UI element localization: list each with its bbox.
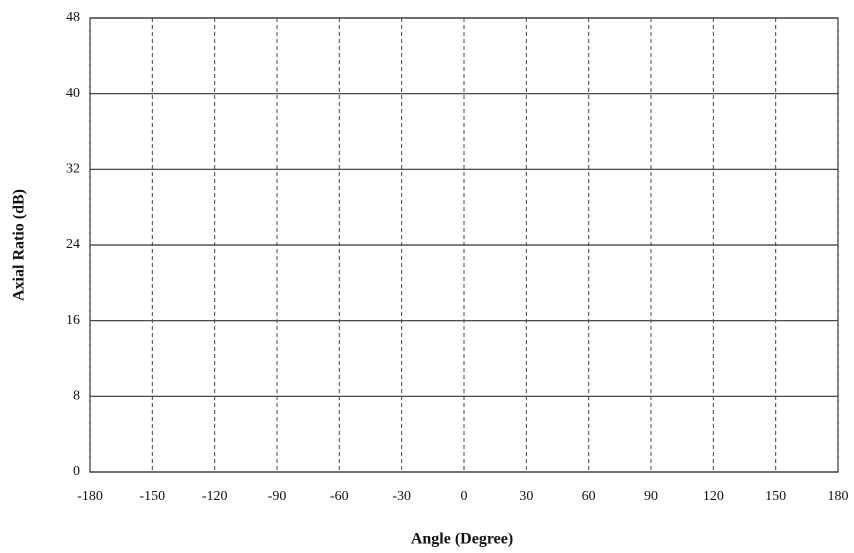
- x-tick-label: 120: [703, 489, 724, 504]
- x-tick-label: 30: [519, 489, 533, 504]
- x-tick-label: 180: [828, 489, 849, 504]
- y-tick-label: 32: [66, 162, 80, 177]
- y-tick-label: 24: [66, 237, 80, 252]
- y-tick-label: 8: [73, 389, 80, 404]
- x-tick-label: -90: [268, 489, 287, 504]
- x-tick-label: 150: [765, 489, 786, 504]
- x-tick-label: 60: [582, 489, 596, 504]
- x-tick-label: -30: [392, 489, 411, 504]
- y-axis-title: Axial Ratio (dB): [11, 189, 28, 301]
- x-tick-label: -120: [202, 489, 228, 504]
- y-tick-label: 40: [66, 86, 80, 101]
- x-tick-label: 90: [644, 489, 658, 504]
- x-tick-label: -60: [330, 489, 349, 504]
- x-axis-title: Angle (Degree): [411, 531, 513, 548]
- chart: Angle (Degree) Axial Ratio (dB) 0 8 16 24 32…: [0, 0, 854, 553]
- y-tick-label: 48: [66, 10, 80, 25]
- y-tick-label: 0: [73, 464, 80, 479]
- x-tick-label: -150: [139, 489, 165, 504]
- y-tick-label: 16: [66, 313, 80, 328]
- x-tick-label: 0: [461, 489, 468, 504]
- x-tick-label: -180: [77, 489, 103, 504]
